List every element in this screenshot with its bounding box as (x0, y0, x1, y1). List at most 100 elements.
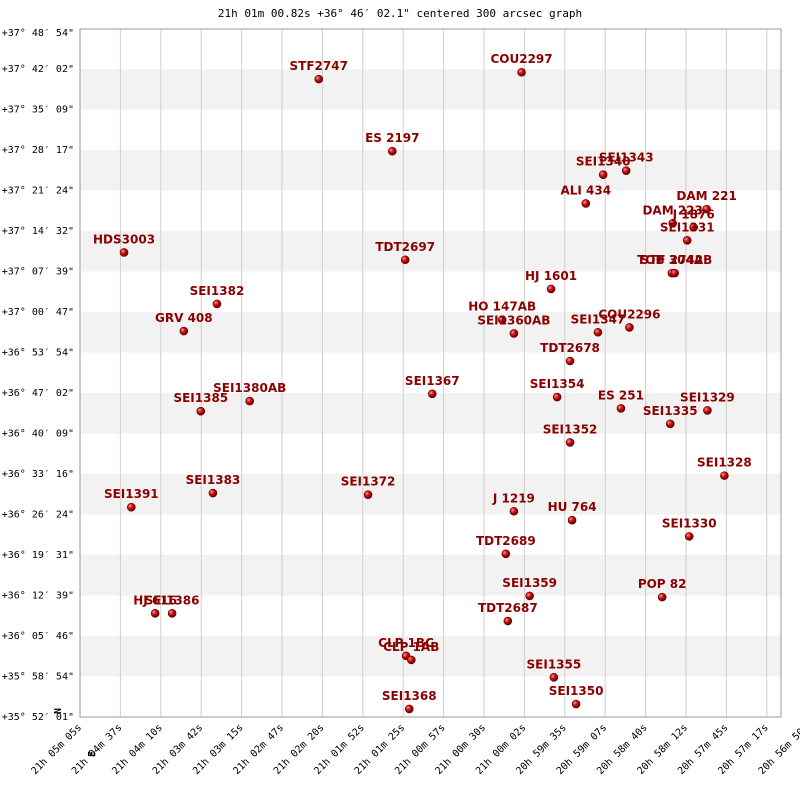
star-label: STF2747 (290, 59, 348, 73)
star-marker[interactable] (621, 166, 631, 175)
star-marker[interactable] (509, 329, 519, 338)
star-marker[interactable] (684, 532, 694, 541)
star-marker[interactable] (503, 616, 513, 626)
star-marker[interactable] (404, 704, 414, 714)
star-point[interactable]: SEI1352 (543, 422, 598, 447)
star-marker[interactable] (657, 592, 667, 602)
star-marker[interactable] (427, 389, 437, 399)
star-point[interactable]: POP 82 (638, 577, 687, 602)
star-point[interactable]: SEI1328 (697, 456, 752, 480)
star-marker[interactable] (598, 170, 608, 180)
star-point[interactable]: SEI1372 (341, 475, 396, 499)
star-marker[interactable] (119, 248, 129, 257)
star-point[interactable]: SEI1343 (599, 151, 654, 175)
star-point[interactable]: SEI1360AB (477, 313, 550, 338)
star-marker[interactable] (363, 490, 373, 499)
star-point[interactable]: HU 764 (548, 500, 597, 525)
star-marker[interactable] (501, 549, 511, 559)
star-marker[interactable] (314, 74, 324, 84)
star-point[interactable]: SEI1359 (502, 576, 557, 601)
star-point[interactable]: ALI 434 (560, 183, 611, 208)
star-point[interactable]: SEI1383 (186, 473, 241, 498)
star-marker[interactable] (208, 488, 218, 498)
star-point[interactable]: DAM 223 (642, 203, 703, 228)
star-marker[interactable] (167, 609, 177, 618)
star-label: TDT2689 (476, 534, 536, 548)
star-marker[interactable] (509, 506, 519, 516)
star-point[interactable]: SEI1386 (145, 593, 200, 618)
star-point[interactable]: COU2297 (490, 52, 553, 77)
star-point[interactable]: TDT2697 (375, 240, 435, 265)
star-point[interactable]: GRV 408 (155, 311, 213, 336)
star-marker[interactable] (245, 396, 254, 406)
star-point[interactable]: SEI1385 (173, 391, 228, 416)
star-marker[interactable] (497, 315, 507, 324)
star-marker[interactable] (616, 404, 626, 413)
star-point[interactable]: SEI1380AB (213, 381, 286, 406)
star-marker[interactable] (593, 327, 603, 337)
star-marker[interactable] (720, 471, 729, 480)
star-marker[interactable] (525, 591, 534, 601)
star-point[interactable]: SEI1340 (576, 155, 631, 180)
star-point[interactable]: SEI1330 (662, 516, 717, 541)
star-marker[interactable] (665, 419, 675, 429)
star-marker[interactable] (702, 204, 711, 214)
star-point[interactable]: SEI1335 (643, 404, 698, 429)
star-marker[interactable] (179, 326, 189, 336)
star-marker[interactable] (668, 219, 677, 228)
star-marker[interactable] (150, 609, 160, 618)
star-point[interactable]: HJ 616 (133, 593, 177, 618)
star-marker[interactable] (567, 515, 577, 525)
star-point[interactable]: SEI1354 (530, 377, 585, 402)
star-marker[interactable] (670, 268, 679, 278)
star-point[interactable]: STF2747 (290, 59, 348, 84)
star-marker[interactable] (406, 655, 416, 665)
star-point[interactable]: SEI1368 (382, 689, 437, 714)
star-point[interactable]: ES 251 (598, 388, 644, 413)
star-label: CLP 1BC (378, 636, 434, 650)
star-marker[interactable] (387, 146, 397, 156)
star-label: ES 251 (598, 388, 644, 402)
star-point[interactable]: SEI1347 (571, 312, 626, 337)
star-point[interactable]: J 1876 (672, 207, 715, 232)
star-marker[interactable] (549, 673, 559, 682)
star-marker[interactable] (682, 236, 692, 245)
star-point[interactable]: SEI1382 (190, 284, 245, 309)
star-point[interactable]: J 1219 (492, 491, 535, 516)
star-point[interactable]: TDT2687 (478, 601, 538, 626)
star-point[interactable]: SEI1391 (104, 487, 159, 512)
star-point[interactable]: ES 2197 (365, 131, 420, 156)
star-marker[interactable] (565, 356, 575, 366)
star-point[interactable]: HO 147AB (468, 300, 536, 324)
star-point[interactable]: SEI1367 (405, 374, 460, 399)
star-marker[interactable] (625, 323, 634, 332)
star-marker[interactable] (212, 299, 222, 309)
star-point[interactable]: CLP 1AB (383, 640, 439, 665)
star-label: SEI1331 (660, 220, 715, 234)
band-1 (80, 636, 781, 677)
star-marker[interactable] (400, 255, 410, 265)
star-point[interactable]: SEI1331 (660, 220, 715, 245)
star-marker[interactable] (196, 406, 206, 416)
star-label: SEI1330 (662, 516, 717, 530)
star-point[interactable]: TDT2678 (540, 341, 600, 366)
star-marker[interactable] (546, 284, 556, 294)
star-marker[interactable] (689, 223, 698, 232)
star-marker[interactable] (552, 392, 562, 402)
star-marker[interactable] (517, 67, 526, 77)
star-point[interactable]: HDS3003 (93, 232, 155, 257)
star-point[interactable]: TDT2689 (476, 534, 536, 559)
star-point[interactable]: SEI1355 (527, 657, 582, 682)
star-point[interactable]: HJ 1601 (525, 269, 577, 294)
star-marker[interactable] (571, 699, 581, 709)
star-marker[interactable] (703, 406, 712, 415)
star-marker[interactable] (565, 438, 575, 447)
star-point[interactable]: TOB 304AB (637, 253, 712, 278)
star-point[interactable]: COU2296 (598, 307, 661, 332)
star-point[interactable]: SEI1350 (549, 684, 604, 709)
star-marker[interactable] (581, 199, 591, 208)
star-marker[interactable] (127, 502, 136, 512)
star-point[interactable]: SEI1329 (680, 390, 735, 415)
star-point[interactable]: DAM 221 (676, 189, 737, 214)
